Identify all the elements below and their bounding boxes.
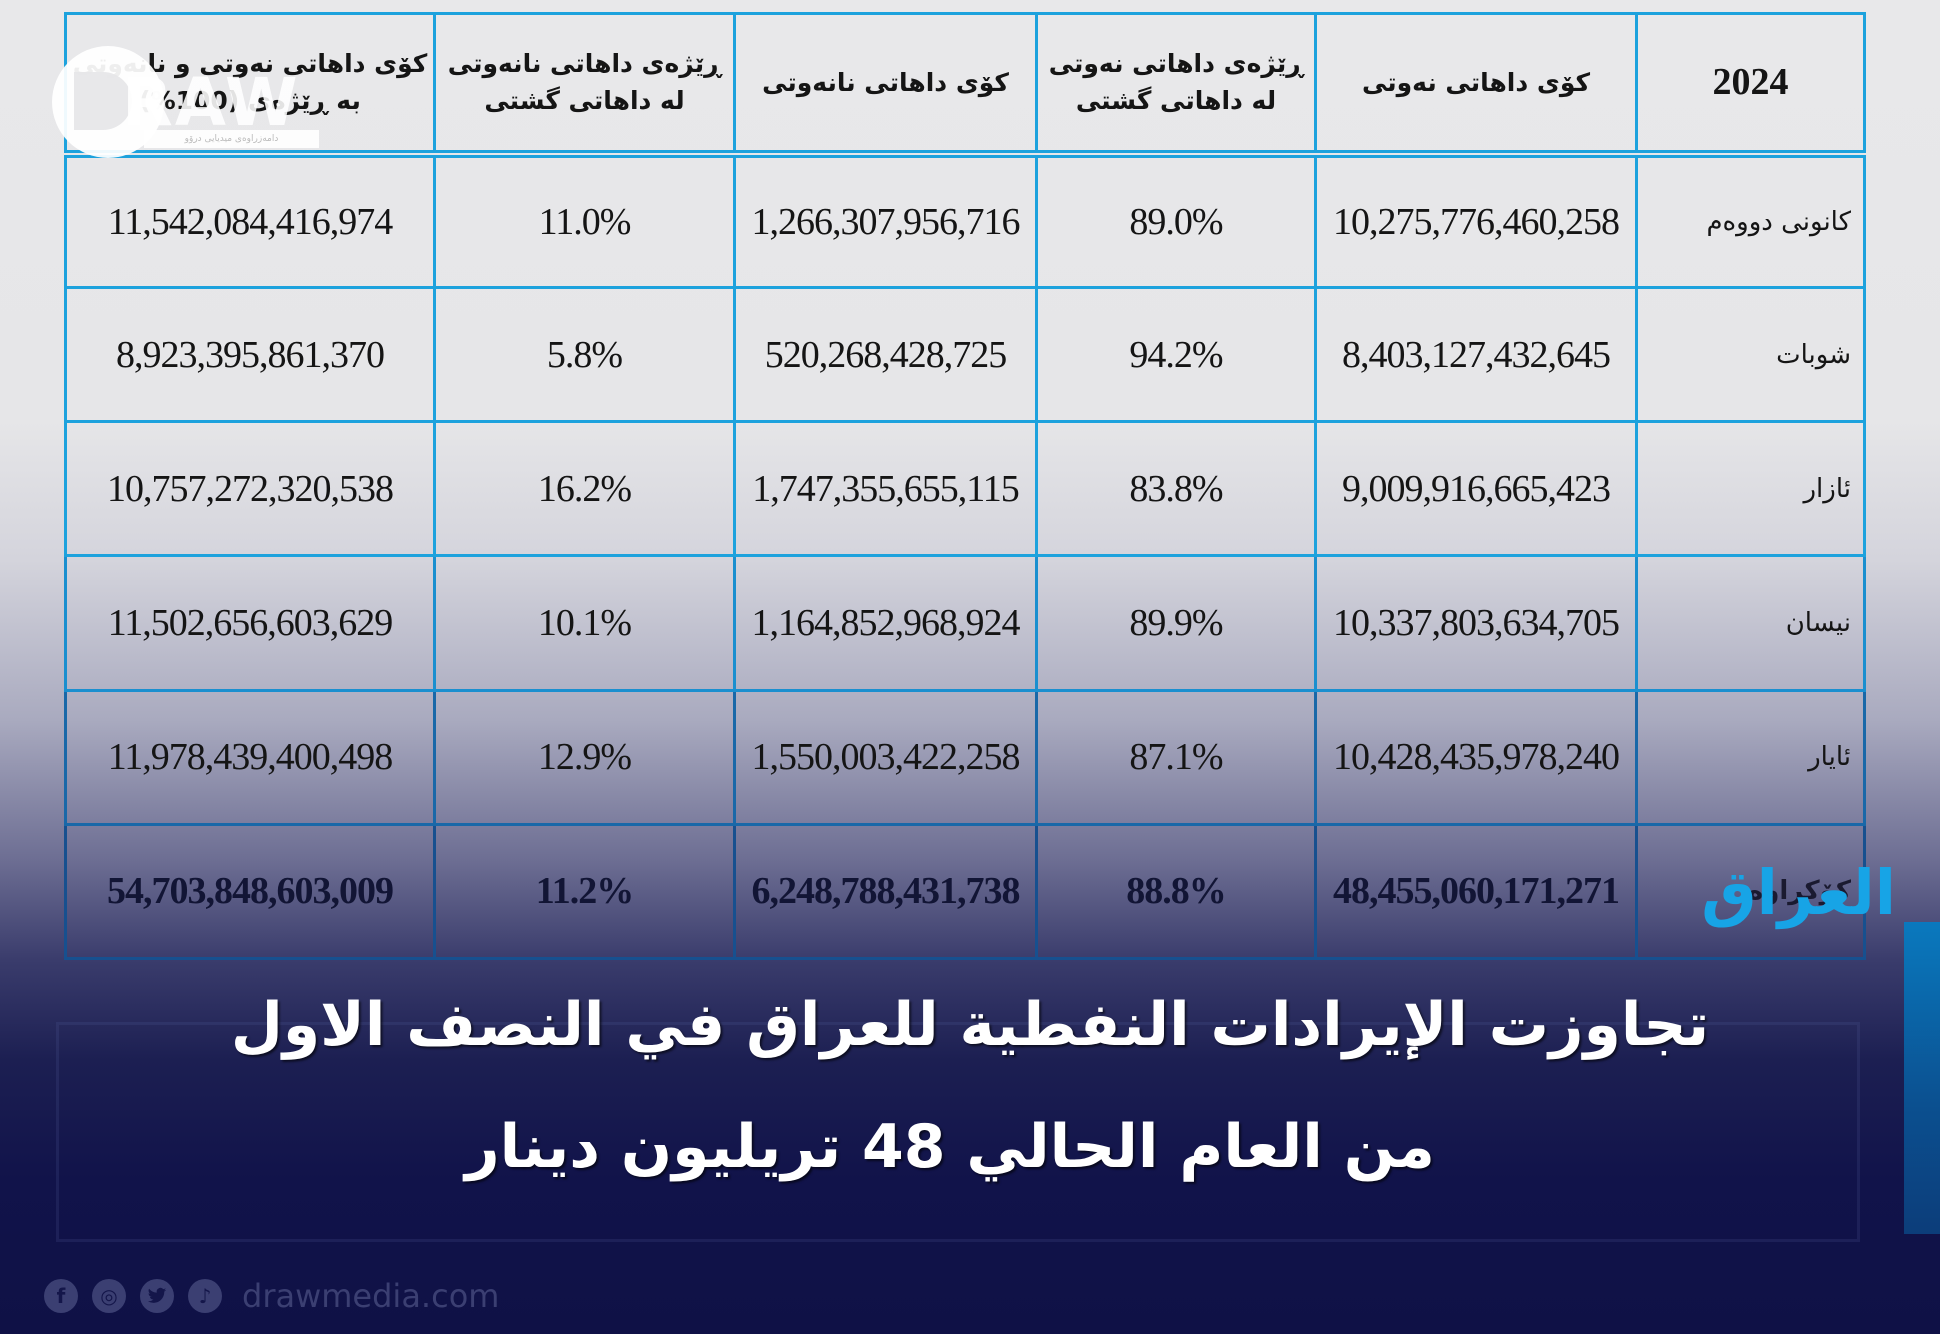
oil-share-cell: 87.1% (1035, 688, 1317, 826)
month-cell: ئایار (1635, 688, 1866, 826)
footer-social: f ◎ ♪ drawmedia.com (44, 1276, 499, 1316)
tiktok-icon[interactable]: ♪ (188, 1279, 222, 1313)
accent-bar (1904, 922, 1940, 1234)
table-total-row: کۆکراوە 48,455,060,171,271 88.8% 6,248,7… (64, 822, 1866, 961)
background-watermark-frame (56, 1022, 1860, 1242)
grand-total-cell: 11,502,656,603,629 (64, 554, 436, 692)
logo-wordmark: RAW (122, 64, 300, 141)
logo-subtitle: دامەزراوەی میدیایی درۆو (144, 130, 319, 148)
nonoil-share-cell: 16.2% (433, 420, 736, 558)
twitter-icon[interactable] (140, 1279, 174, 1313)
headline-line-1: تجاوزت الإيرادات النفطية للعراق في النصف… (230, 990, 1710, 1060)
header-year: 2024 (1635, 12, 1866, 158)
oil-share-cell: 89.0% (1035, 151, 1317, 290)
oil-total-cell: 10,275,776,460,258 (1314, 151, 1638, 290)
oil-share-cell: 88.8% (1035, 822, 1317, 961)
grand-total-cell: 54,703,848,603,009 (64, 822, 436, 961)
website-link[interactable]: drawmedia.com (242, 1277, 500, 1315)
table-row: ئازار 9,009,916,665,423 83.8% 1,747,355,… (64, 420, 1866, 558)
oil-share-cell: 83.8% (1035, 420, 1317, 558)
oil-total-cell: 10,337,803,634,705 (1314, 554, 1638, 692)
nonoil-share-cell: 11.0% (433, 151, 736, 290)
grand-total-cell: 11,542,084,416,974 (64, 151, 436, 290)
table-row: ئایار 10,428,435,978,240 87.1% 1,550,003… (64, 688, 1866, 826)
headline-line-2: من العام الحالي 48 تريليون دينار (465, 1112, 1435, 1182)
oil-total-cell: 9,009,916,665,423 (1314, 420, 1638, 558)
oil-share-cell: 94.2% (1035, 286, 1317, 424)
nonoil-total-cell: 520,268,428,725 (733, 286, 1038, 424)
instagram-icon[interactable]: ◎ (92, 1279, 126, 1313)
revenue-table-container: 2024 کۆی داهاتی نەوتی ڕێژەی داهاتی نەوتی… (64, 12, 1866, 961)
month-cell: کانونی دووەم (1635, 151, 1866, 290)
nonoil-share-cell: 10.1% (433, 554, 736, 692)
header-oil-share: ڕێژەی داهاتی نەوتی لە داهاتی گشتی (1035, 12, 1317, 158)
nonoil-share-cell: 12.9% (433, 688, 736, 826)
grand-total-cell: 11,978,439,400,498 (64, 688, 436, 826)
revenue-table: 2024 کۆی داهاتی نەوتی ڕێژەی داهاتی نەوتی… (64, 12, 1866, 961)
header-oil-total: کۆی داهاتی نەوتی (1314, 12, 1638, 158)
nonoil-total-cell: 1,550,003,422,258 (733, 688, 1038, 826)
oil-share-cell: 89.9% (1035, 554, 1317, 692)
oil-total-cell: 8,403,127,432,645 (1314, 286, 1638, 424)
table-row: کانونی دووەم 10,275,776,460,258 89.0% 1,… (64, 151, 1866, 290)
month-cell: شوبات (1635, 286, 1866, 424)
facebook-icon[interactable]: f (44, 1279, 78, 1313)
header-nonoil-total: کۆی داهاتی نانەوتی (733, 12, 1038, 158)
nonoil-share-cell: 5.8% (433, 286, 736, 424)
nonoil-total-cell: 1,747,355,655,115 (733, 420, 1038, 558)
table-row: نیسان 10,337,803,634,705 89.9% 1,164,852… (64, 554, 1866, 692)
month-cell: نیسان (1635, 554, 1866, 692)
nonoil-share-cell: 11.2% (433, 822, 736, 961)
month-cell: ئازار (1635, 420, 1866, 558)
grand-total-cell: 10,757,272,320,538 (64, 420, 436, 558)
table-row: شوبات 8,403,127,432,645 94.2% 520,268,42… (64, 286, 1866, 424)
nonoil-total-cell: 6,248,788,431,738 (733, 822, 1038, 961)
nonoil-total-cell: 1,164,852,968,924 (733, 554, 1038, 692)
category-tag: العراق (1701, 856, 1896, 929)
draw-logo: RAW دامەزراوەی میدیایی درۆو (52, 46, 342, 158)
grand-total-cell: 8,923,395,861,370 (64, 286, 436, 424)
oil-total-cell: 10,428,435,978,240 (1314, 688, 1638, 826)
oil-total-cell: 48,455,060,171,271 (1314, 822, 1638, 961)
nonoil-total-cell: 1,266,307,956,716 (733, 151, 1038, 290)
total-label-cell: کۆکراوە (1635, 822, 1866, 961)
header-nonoil-share: ڕێژەی داهاتی نانەوتی لە داهاتی گشتی (433, 12, 736, 158)
